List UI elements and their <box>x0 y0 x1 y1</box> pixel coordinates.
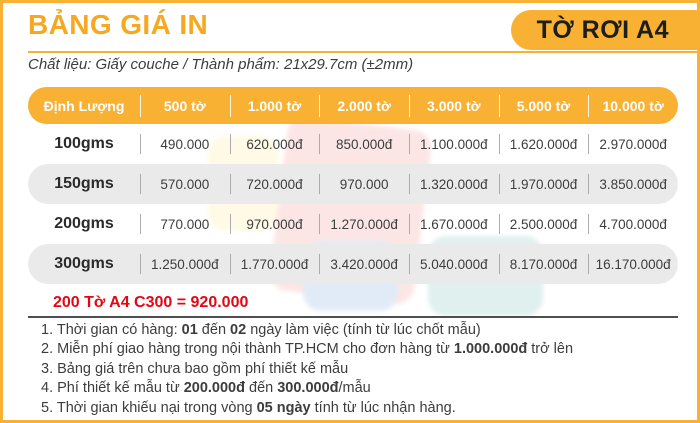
note-line: 2. Miễn phí giao hàng trong nội thành TP… <box>41 340 573 359</box>
note-segment: 2. Miễn phí giao hàng trong nội thành TP… <box>41 341 454 358</box>
column-header: 10.000 tờ <box>588 98 678 114</box>
note-line: 4. Phí thiết kế mẫu từ 200.000đ đến 300.… <box>41 379 573 398</box>
note-line: 3. Bảng giá trên chưa bao gồm phí thiết … <box>41 360 573 379</box>
price-cell: 720.000đ <box>230 177 320 192</box>
price-cell: 2.970.000đ <box>588 137 678 152</box>
price-cell: 2.500.000đ <box>499 217 589 232</box>
title-underline <box>28 51 697 53</box>
promo-highlight: 200 Tờ A4 C300 = 920.000 <box>53 294 249 311</box>
price-cell: 1.100.000đ <box>409 137 499 152</box>
note-bold-segment: 05 ngày <box>256 399 311 416</box>
page-title: BẢNG GIÁ IN <box>28 9 209 40</box>
note-segment: đến <box>244 380 278 397</box>
price-cell: 1.670.000đ <box>409 217 499 232</box>
note-segment: 5. Thời gian khiếu nại trong vòng <box>41 399 257 416</box>
product-badge: TỜ RƠI A4 <box>510 10 697 50</box>
table-row: 100gms 490.000 620.000đ 850.000đ 1.100.000đ 1… <box>28 124 678 164</box>
price-cell: 620.000đ <box>230 137 320 152</box>
column-header: 3.000 tờ <box>409 98 499 114</box>
column-header: 1.000 tờ <box>230 98 320 114</box>
note-bold-segment: 200.000đ <box>183 380 245 397</box>
price-cell: 1.320.000đ <box>409 177 499 192</box>
row-label: 150gms <box>54 175 114 192</box>
price-cell: 3.850.000đ <box>588 177 678 192</box>
note-line: 5. Thời gian khiếu nại trong vòng 05 ngà… <box>41 399 573 418</box>
price-cell: 490.000 <box>140 137 230 152</box>
note-segment: tính từ lúc nhận hàng. <box>310 399 456 416</box>
column-header: 2.000 tờ <box>319 98 409 114</box>
note-bold-segment: 300.000đ <box>277 380 339 397</box>
price-cell: 850.000đ <box>319 137 409 152</box>
column-header: 5.000 tờ <box>499 98 589 114</box>
column-header: 500 tờ <box>140 98 230 114</box>
note-line: 1. Thời gian có hàng: 01 đến 02 ngày làm… <box>41 321 573 340</box>
note-segment: trở lên <box>527 341 574 358</box>
row-label: 100gms <box>54 135 114 152</box>
price-cell: 1.620.000đ <box>499 137 589 152</box>
note-bold-segment: 02 <box>230 322 247 338</box>
row-label: 300gms <box>54 255 114 272</box>
price-cell: 16.170.000đ <box>588 257 678 272</box>
price-cell: 8.170.000đ <box>499 257 589 272</box>
price-cell: 770.000 <box>140 217 230 232</box>
table-row: 200gms 770.000 970.000đ 1.270.000đ 1.670.000… <box>28 204 678 244</box>
note-segment: 4. Phí thiết kế mẫu từ <box>41 380 184 397</box>
note-segment: ngày làm việc (tính từ lúc chốt mẫu) <box>246 322 481 338</box>
price-cell: 1.270.000đ <box>319 217 409 232</box>
note-segment: /mẫu <box>338 380 371 397</box>
note-bold-segment: 1.000.000đ <box>453 341 528 358</box>
table-row: 300gms 1.250.000đ 1.770.000đ 3.420.000đ 5.04… <box>28 244 678 284</box>
row-label: 200gms <box>54 215 114 232</box>
price-cell: 1.770.000đ <box>230 257 320 272</box>
price-cell: 5.040.000đ <box>409 257 499 272</box>
note-segment: 1. Thời gian có hàng: <box>41 322 182 338</box>
price-table-body: 100gms 490.000 620.000đ 850.000đ 1.100.000đ 1… <box>28 124 678 284</box>
price-table-header-row: Định Lượng 500 tờ 1.000 tờ 2.000 tờ 3.000 tờ… <box>28 87 678 124</box>
material-subtitle: Chất liệu: Giấy couche / Thành phẩm: 21x… <box>28 56 414 73</box>
price-cell: 1.250.000đ <box>140 257 230 272</box>
notes-list: 1. Thời gian có hàng: 01 đến 02 ngày làm… <box>41 321 573 418</box>
price-cell: 3.420.000đ <box>319 257 409 272</box>
note-segment: 3. Bảng giá trên chưa bao gồm phí thiết … <box>41 360 349 377</box>
price-cell: 4.700.000đ <box>588 217 678 232</box>
price-cell: 970.000đ <box>230 217 320 232</box>
price-cell: 970.000 <box>319 177 409 192</box>
column-header: Định Lượng <box>43 97 125 114</box>
price-cell: 1.970.000đ <box>499 177 589 192</box>
notes-divider <box>28 316 678 318</box>
note-segment: đến <box>197 322 231 338</box>
note-bold-segment: 01 <box>181 322 198 338</box>
price-cell: 570.000 <box>140 177 230 192</box>
table-row: 150gms 570.000 720.000đ 970.000 1.320.000đ 1.… <box>28 164 678 204</box>
